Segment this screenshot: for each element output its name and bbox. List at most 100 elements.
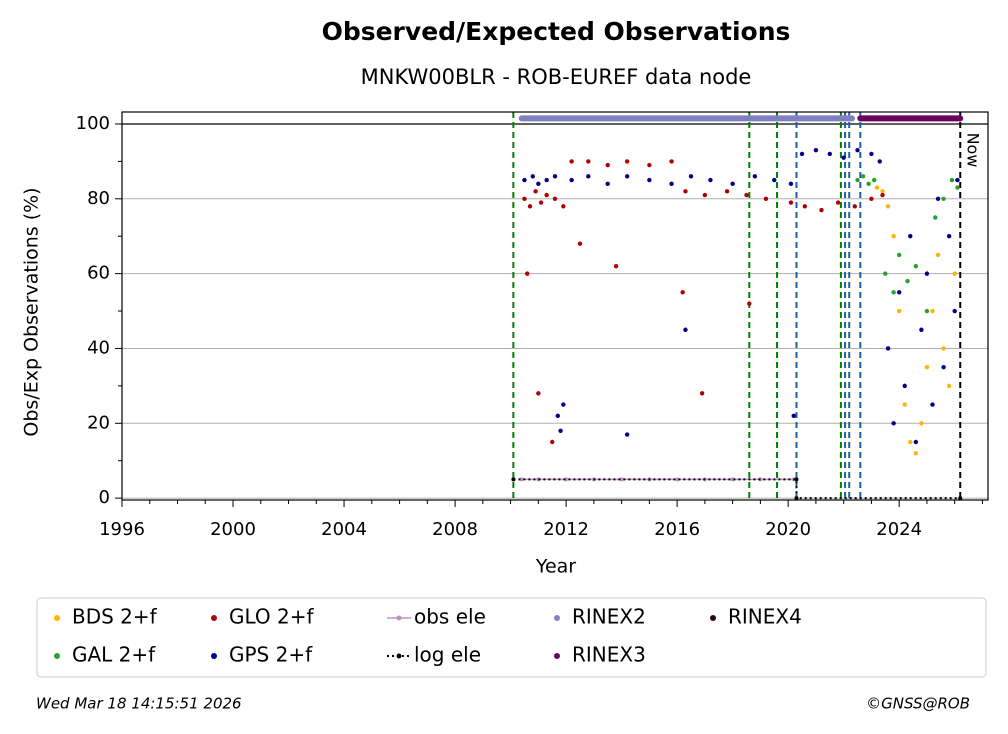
data-point: [669, 159, 674, 164]
data-point: [941, 196, 946, 202]
legend-marker: [396, 615, 402, 621]
data-point: [869, 151, 874, 157]
legend-marker: [54, 653, 60, 659]
data-point: [772, 177, 777, 183]
data-point: [880, 192, 885, 198]
data-point: [949, 177, 955, 183]
series-point: [511, 477, 516, 482]
footer-credit: ©GNSS@ROB: [866, 695, 970, 713]
x-tick-label: 2016: [654, 519, 700, 540]
data-point: [788, 181, 794, 187]
data-point: [908, 234, 913, 239]
data-point: [924, 271, 930, 276]
x-axis-label: Year: [535, 556, 576, 578]
plot-frame: [121, 111, 989, 501]
data-point: [647, 162, 652, 168]
y-tick-label: 0: [99, 487, 110, 508]
series-point: [794, 496, 799, 501]
series-point: [958, 496, 963, 501]
data-point: [855, 147, 860, 153]
data-point: [905, 278, 910, 284]
data-point: [902, 402, 907, 407]
data-point: [799, 151, 805, 157]
data-point: [880, 189, 885, 194]
data-point: [613, 263, 619, 269]
data-point: [941, 364, 946, 370]
data-point: [919, 327, 924, 332]
data-point: [624, 174, 630, 179]
data-point: [896, 308, 902, 314]
data-point: [866, 181, 871, 187]
legend-marker: [710, 615, 716, 621]
data-point: [802, 204, 808, 209]
legend-label: log ele: [414, 643, 481, 667]
data-point: [827, 151, 832, 157]
legend-label: GPS 2+f: [229, 643, 313, 667]
data-point: [522, 177, 527, 183]
data-point: [935, 252, 941, 258]
data-point: [561, 204, 566, 209]
legend-label: obs ele: [414, 605, 486, 629]
y-tick-label: 60: [87, 263, 110, 284]
data-point: [605, 181, 610, 187]
data-point: [536, 391, 541, 396]
data-point: [902, 383, 907, 389]
data-point: [955, 177, 960, 183]
y-axis-label: Obs/Exp Observations (%): [21, 187, 43, 436]
data-point: [955, 185, 960, 190]
data-point: [586, 159, 591, 164]
data-point: [952, 308, 957, 314]
data-point: [527, 204, 533, 209]
data-point: [586, 174, 591, 179]
x-tick-label: 2004: [321, 519, 367, 540]
data-point: [552, 196, 558, 202]
data-point: [683, 327, 688, 332]
data-point: [941, 346, 946, 351]
legend-label: RINEX3: [572, 643, 646, 667]
data-point: [855, 177, 860, 183]
data-point: [883, 271, 888, 276]
chart-subtitle: MNKW00BLR - ROB-EUREF data node: [361, 65, 752, 89]
legend-marker: [396, 653, 402, 659]
data-point: [555, 413, 560, 419]
data-point: [896, 252, 902, 258]
data-point: [747, 301, 752, 306]
data-point: [852, 204, 857, 209]
data-point: [913, 439, 919, 445]
data-point: [752, 174, 758, 179]
y-tick-label: 40: [87, 337, 110, 358]
series-line: [513, 478, 961, 500]
now-label: Now: [964, 133, 983, 168]
data-point: [569, 177, 574, 183]
x-tick-label: 1996: [99, 519, 145, 540]
data-point: [702, 192, 708, 198]
legend-label: RINEX2: [572, 605, 646, 629]
data-point: [860, 174, 866, 179]
data-point: [874, 185, 880, 190]
data-point: [525, 271, 530, 276]
legend-marker: [554, 615, 560, 621]
data-point: [946, 234, 952, 239]
data-point: [522, 196, 527, 202]
data-point: [896, 290, 902, 295]
data-point: [538, 200, 544, 205]
series-point: [794, 477, 799, 482]
data-point: [624, 432, 630, 437]
data-point: [577, 241, 583, 246]
data-point: [930, 308, 935, 314]
data-point: [924, 308, 930, 314]
x-tick-label: 2024: [876, 519, 922, 540]
data-point: [744, 192, 749, 198]
legend-label: GLO 2+f: [229, 605, 315, 629]
data-point: [699, 391, 705, 396]
data-point: [536, 181, 541, 187]
data-point: [669, 181, 674, 187]
series-point: [675, 477, 680, 482]
data-point: [680, 290, 685, 295]
data-point: [552, 174, 558, 179]
x-tick-label: 2000: [210, 519, 256, 540]
data-point: [841, 155, 846, 160]
y-tick-label: 20: [87, 412, 110, 433]
data-point: [708, 177, 713, 183]
